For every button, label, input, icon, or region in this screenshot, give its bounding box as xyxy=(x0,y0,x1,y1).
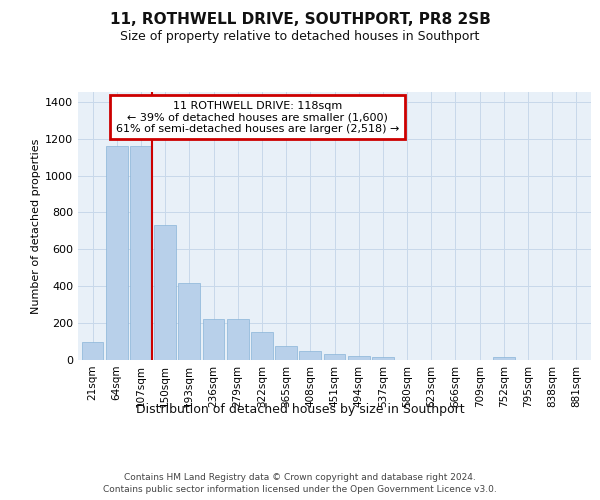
Bar xyxy=(154,226,176,360)
Text: Distribution of detached houses by size in Southport: Distribution of detached houses by size … xyxy=(136,402,464,415)
Bar xyxy=(323,354,346,360)
Bar xyxy=(493,357,515,360)
Bar xyxy=(299,351,321,360)
Bar xyxy=(178,282,200,360)
Bar xyxy=(227,320,248,360)
Text: Contains public sector information licensed under the Open Government Licence v3: Contains public sector information licen… xyxy=(103,485,497,494)
Text: 11 ROTHWELL DRIVE: 118sqm
← 39% of detached houses are smaller (1,600)
61% of se: 11 ROTHWELL DRIVE: 118sqm ← 39% of detac… xyxy=(116,100,399,134)
Text: Contains HM Land Registry data © Crown copyright and database right 2024.: Contains HM Land Registry data © Crown c… xyxy=(124,472,476,482)
Bar xyxy=(372,357,394,360)
Bar xyxy=(275,346,297,360)
Bar xyxy=(130,146,152,360)
Text: 11, ROTHWELL DRIVE, SOUTHPORT, PR8 2SB: 11, ROTHWELL DRIVE, SOUTHPORT, PR8 2SB xyxy=(110,12,490,28)
Y-axis label: Number of detached properties: Number of detached properties xyxy=(31,138,41,314)
Bar xyxy=(106,146,128,360)
Bar xyxy=(348,356,370,360)
Bar xyxy=(251,332,273,360)
Text: Size of property relative to detached houses in Southport: Size of property relative to detached ho… xyxy=(121,30,479,43)
Bar xyxy=(203,320,224,360)
Bar xyxy=(82,342,103,360)
